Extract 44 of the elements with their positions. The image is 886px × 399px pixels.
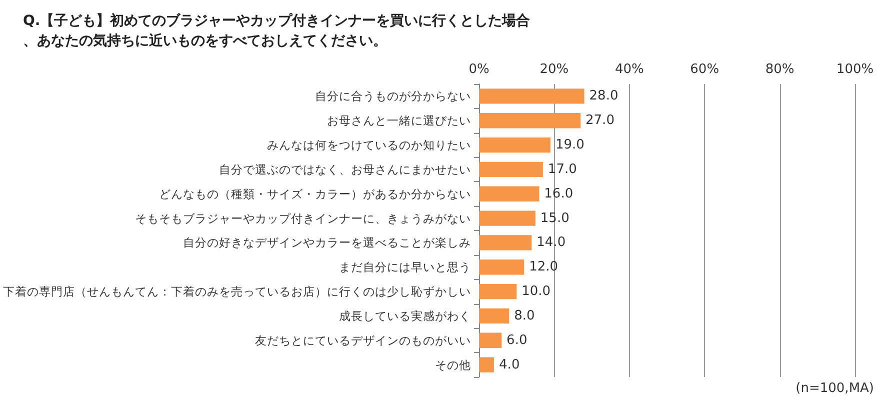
bar <box>479 113 581 128</box>
text: Q.【子ども】初めてのブラジャーやカップ付きインナーを買いに行くとした場合、あなたの気持ちに近いものをすべておしえてください。 <box>23 12 530 49</box>
y-tick-label: まだ自分には早いと思う <box>339 260 471 274</box>
bar <box>479 235 532 250</box>
x-tick-label: 0% <box>468 62 490 77</box>
data-label: 15.0 <box>540 210 570 226</box>
y-tick-label: どんなもの（種類・サイズ・カラー）があるか分からない <box>159 186 471 201</box>
data-label: 28.0 <box>589 88 618 104</box>
bar <box>479 137 550 153</box>
bar <box>479 210 536 226</box>
bar <box>479 88 584 104</box>
bar <box>479 308 510 324</box>
x-tick-label: 40% <box>614 62 644 77</box>
data-label: 16.0 <box>544 186 574 202</box>
bar <box>479 162 543 178</box>
y-tick-label: お母さんと一緒に選びたい <box>327 114 471 128</box>
y-tick-label: みんなは何をつけているのか知りたい <box>267 138 471 152</box>
y-tick-label: 成長している実感がわく <box>339 308 471 323</box>
bar <box>479 332 502 348</box>
data-label: 10.0 <box>522 284 551 300</box>
data-label: 17.0 <box>548 162 577 177</box>
data-label: 8.0 <box>514 308 535 324</box>
text: (n=100,MA) <box>796 381 874 396</box>
x-tick-label: 20% <box>540 62 569 77</box>
data-label: 12.0 <box>529 260 558 275</box>
y-tick-label: そもそもブラジャーやカップ付きインナーに、きょうみがない <box>135 211 471 226</box>
data-label: 19.0 <box>555 138 584 153</box>
bar <box>479 284 517 300</box>
data-label: 27.0 <box>586 113 614 128</box>
y-tick-label: 自分で選ぶのではなく、お母さんにまかせたい <box>219 162 471 176</box>
data-label: 6.0 <box>506 332 528 348</box>
x-tick-label: 100% <box>836 62 874 77</box>
y-tick-label: 友だちとにているデザインのものがいい <box>255 333 471 348</box>
bar <box>479 260 524 275</box>
y-tick-label: 自分の好きなデザインやカラーを選べることが楽しみ <box>183 236 471 250</box>
x-tick-label: 80% <box>765 62 794 77</box>
bar <box>479 357 494 372</box>
y-tick-label: 自分に合うものが分からない <box>315 89 471 104</box>
y-tick-label: その他 <box>435 358 471 372</box>
bar <box>479 186 540 202</box>
y-tick-label: 下着の専門店（せんもんてん：下着のみを売っているお店）に行くのは少し恥ずかしい <box>3 284 471 299</box>
data-label: 14.0 <box>536 235 566 250</box>
x-tick-label: 60% <box>690 62 720 77</box>
data-label: 4.0 <box>499 357 520 372</box>
